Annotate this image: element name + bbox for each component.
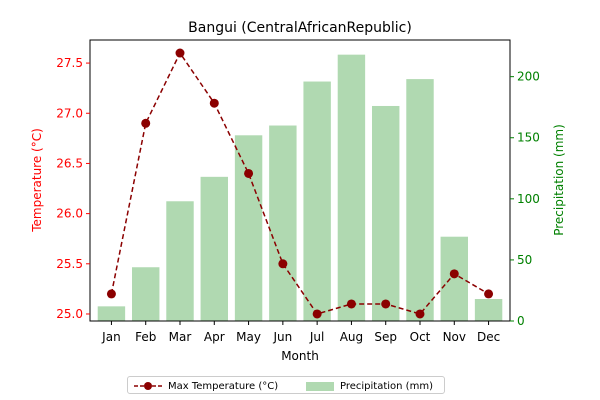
left-y-axis: 25.0 25.5 26.0 26.5 27.0 27.5: [56, 56, 90, 321]
temp-point-oct: [415, 309, 425, 319]
left-tick-label: 25.0: [56, 307, 83, 321]
temp-point-jul: [312, 309, 322, 319]
precip-bar-nov: [440, 236, 468, 321]
precip-bar-oct: [406, 79, 434, 322]
legend-bar-swatch-icon: [306, 382, 334, 391]
x-tick-label: May: [236, 330, 261, 344]
plot-frame: [89, 39, 511, 322]
x-tick-label: Mar: [169, 330, 192, 344]
legend-label-temperature: Max Temperature (°C): [168, 380, 279, 392]
temp-point-may: [244, 168, 254, 178]
temp-point-jun: [278, 259, 288, 269]
temp-point-dec: [484, 289, 494, 299]
x-tick-label: Jun: [272, 330, 292, 344]
precip-bar-apr: [200, 176, 228, 321]
left-y-axis-label: Temperature (°C): [30, 128, 44, 233]
right-tick-label: 200: [517, 70, 540, 84]
legend-line-marker-icon: [134, 382, 162, 390]
left-tick-label: 27.0: [56, 106, 83, 120]
x-tick-label: Feb: [135, 330, 156, 344]
x-tick-label: Sep: [374, 330, 397, 344]
left-tick-label: 27.5: [56, 56, 83, 70]
precip-bar-sep: [372, 105, 400, 322]
precip-bar-jul: [303, 81, 331, 322]
right-tick-label: 50: [517, 253, 532, 267]
temp-point-apr: [209, 98, 219, 108]
temp-point-jan: [106, 289, 116, 299]
temp-point-mar: [175, 48, 185, 58]
precip-bar-dec: [474, 299, 503, 321]
x-tick-label: Oct: [410, 330, 431, 344]
x-axis-label: Month: [281, 349, 319, 363]
legend-label-precipitation: Precipitation (mm): [340, 380, 433, 392]
precip-bar-jun: [269, 125, 297, 322]
legend-entry-precipitation: Precipitation (mm): [306, 379, 433, 393]
precip-bar-jan: [97, 306, 126, 321]
right-tick-label: 100: [517, 192, 540, 206]
x-tick-label: Dec: [477, 330, 500, 344]
right-tick-label: 150: [517, 131, 540, 145]
left-tick-label: 26.5: [56, 156, 83, 170]
x-tick-label: Nov: [443, 330, 466, 344]
precip-bar-may: [234, 135, 263, 321]
legend: Max Temperature (°C) Precipitation (mm): [127, 376, 445, 394]
chart-title: Bangui (CentralAfricanRepublic): [188, 20, 412, 36]
left-tick-label: 25.5: [56, 257, 83, 271]
right-tick-label: 0: [517, 314, 525, 328]
precip-bar-aug: [337, 54, 366, 322]
temp-point-feb: [141, 118, 151, 128]
right-y-axis-label: Precipitation (mm): [552, 124, 566, 236]
x-tick-label: Jan: [101, 330, 121, 344]
x-tick-label: Apr: [204, 330, 225, 344]
temp-point-nov: [449, 269, 459, 279]
precipitation-bars: [97, 54, 503, 322]
x-tick-label: Aug: [340, 330, 363, 344]
temperature-line: [106, 48, 494, 319]
temp-point-aug: [346, 299, 356, 309]
legend-entry-temperature: Max Temperature (°C): [134, 379, 278, 393]
right-y-axis: 0 50 100 150 200: [510, 70, 540, 328]
precip-bar-feb: [132, 267, 160, 321]
x-axis: Jan Feb Mar Apr May Jun Jul Aug Sep Oct Nov Dec: [101, 321, 500, 344]
temp-point-sep: [381, 299, 391, 309]
x-tick-label: Jul: [309, 330, 324, 344]
precip-bar-mar: [166, 201, 194, 321]
left-tick-label: 26.0: [56, 207, 83, 221]
